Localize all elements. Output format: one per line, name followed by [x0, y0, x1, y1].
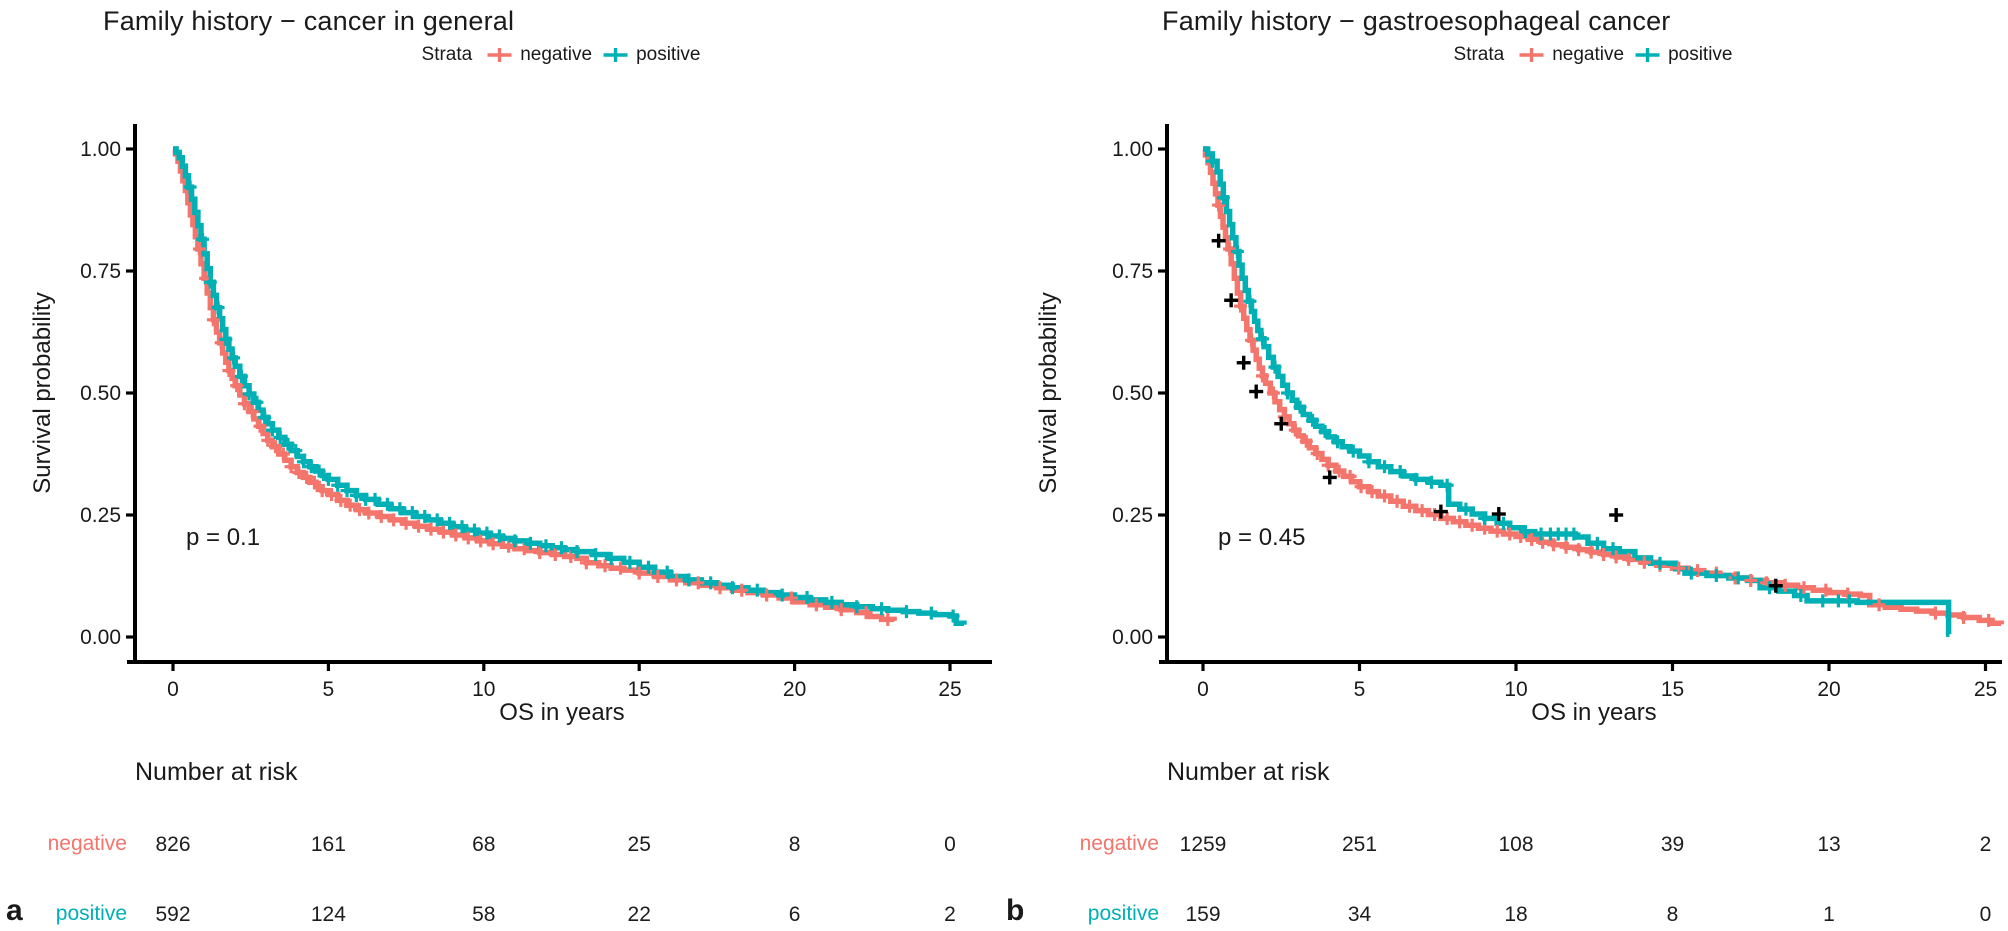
risk-value: 39 [1661, 833, 1684, 856]
panel-a-risk-row-label-negative: negative [47, 832, 127, 855]
panel-letter-b: b [1006, 894, 1025, 927]
panel-b-risk-row-label-positive: positive [1087, 902, 1159, 925]
x-tick-label: 25 [1974, 678, 1997, 701]
censor-marks-black [1211, 233, 1783, 593]
negative-plus-icon [1519, 48, 1544, 62]
tick-labels: 1.00 0.75 0.50 0.25 0.00 0 5 10 15 20 25 [1112, 138, 1997, 701]
risk-value: 592 [155, 903, 190, 926]
tick-marks [1158, 147, 1988, 671]
x-tick-label: 15 [1661, 678, 1684, 701]
censor-marks-positive [183, 180, 960, 623]
y-tick-label: 0.75 [1112, 260, 1153, 283]
tick-marks [126, 147, 952, 671]
risk-value: 1 [1823, 903, 1835, 926]
panel-b-y-axis-label: Survival probability [1035, 292, 1062, 494]
y-tick-label: 0.00 [1112, 626, 1153, 649]
risk-value: 826 [155, 833, 190, 856]
risk-value: 251 [1342, 833, 1377, 856]
legend-item-negative: negative [1518, 44, 1624, 66]
risk-value: 18 [1504, 903, 1527, 926]
x-tick-label: 5 [323, 678, 335, 701]
risk-value: 34 [1348, 903, 1372, 926]
risk-value: 159 [1185, 903, 1220, 926]
legend-label-negative: negative [520, 44, 593, 65]
risk-value: 161 [311, 833, 346, 856]
y-tick-label: 0.50 [1112, 382, 1153, 405]
risk-table-values: 1259 251 108 39 13 2 159 34 18 8 1 0 [1180, 833, 1992, 926]
panel-b-pvalue: p = 0.45 [1218, 524, 1306, 551]
y-tick-label: 0.25 [1112, 504, 1153, 527]
y-tick-label: 0.75 [80, 260, 121, 283]
x-tick-label: 0 [1197, 678, 1209, 701]
censor-marks-negative [1212, 198, 1996, 627]
risk-value: 8 [789, 833, 801, 856]
panel-b-risk-table-header: Number at risk [1167, 758, 1330, 786]
risk-value: 13 [1817, 833, 1840, 856]
y-tick-label: 0.50 [80, 382, 121, 405]
legend-item-negative: negative [486, 44, 592, 66]
panel-a-risk-table-header: Number at risk [135, 758, 298, 786]
panel-b-legend: Strata negative positive [1454, 44, 1733, 66]
risk-value: 58 [472, 903, 495, 926]
risk-value: 22 [628, 903, 651, 926]
x-tick-label: 25 [938, 678, 961, 701]
risk-value: 0 [1980, 903, 1992, 926]
risk-value: 68 [472, 833, 495, 856]
panel-a-legend: Strata negative positive [422, 44, 701, 66]
y-tick-label: 0.25 [80, 504, 121, 527]
panel-b-title: Family history − gastroesophageal cancer [1162, 6, 1671, 36]
panel-letter-a: a [6, 894, 23, 927]
risk-table-values: 826 161 68 25 8 0 592 124 58 22 6 2 [155, 833, 955, 926]
x-tick-label: 10 [1504, 678, 1527, 701]
panel-a-title: Family history − cancer in general [103, 6, 515, 36]
x-tick-label: 15 [628, 678, 651, 701]
panel-b-x-axis-label: OS in years [1531, 699, 1657, 726]
survival-curve-negative [172, 146, 897, 623]
risk-value: 108 [1498, 833, 1533, 856]
negative-plus-icon [487, 48, 512, 62]
x-tick-label: 20 [783, 678, 806, 701]
axes [127, 124, 992, 664]
panel-a-x-axis-label: OS in years [499, 699, 625, 726]
positive-plus-icon [603, 48, 628, 62]
x-tick-label: 0 [167, 678, 179, 701]
legend-label-negative: negative [1552, 44, 1625, 65]
y-tick-label: 1.00 [1112, 138, 1153, 161]
panel-a-pvalue: p = 0.1 [186, 524, 261, 551]
risk-value: 6 [789, 903, 801, 926]
risk-value: 2 [944, 903, 956, 926]
legend-item-positive: positive [602, 44, 700, 66]
risk-value: 124 [311, 903, 346, 926]
y-tick-label: 0.00 [80, 626, 121, 649]
censor-marks-positive [1205, 154, 1856, 608]
risk-value: 1259 [1180, 833, 1227, 856]
risk-value: 2 [1980, 833, 1992, 856]
survival-curve-positive [173, 146, 967, 627]
panel-b-risk-row-label-negative: negative [1079, 832, 1159, 855]
censor-marks-negative [192, 242, 895, 626]
panel-a-risk-row-label-positive: positive [55, 902, 127, 925]
legend-item-positive: positive [1634, 44, 1732, 66]
positive-plus-icon [1635, 48, 1660, 62]
tick-labels: 1.00 0.75 0.50 0.25 0.00 0 5 10 15 20 25 [80, 138, 962, 701]
survival-curve-positive [1203, 146, 1952, 637]
legend-label-positive: positive [1668, 44, 1733, 65]
risk-value: 0 [944, 833, 956, 856]
x-tick-label: 5 [1354, 678, 1366, 701]
panel-a-y-axis-label: Survival probability [29, 292, 56, 494]
risk-value: 25 [628, 833, 651, 856]
legend-title: Strata [1453, 44, 1505, 65]
risk-value: 8 [1667, 903, 1679, 926]
y-tick-label: 1.00 [80, 138, 121, 161]
x-tick-label: 10 [472, 678, 495, 701]
legend-label-positive: positive [636, 44, 701, 65]
legend-title: Strata [421, 44, 473, 65]
x-tick-label: 20 [1817, 678, 1840, 701]
